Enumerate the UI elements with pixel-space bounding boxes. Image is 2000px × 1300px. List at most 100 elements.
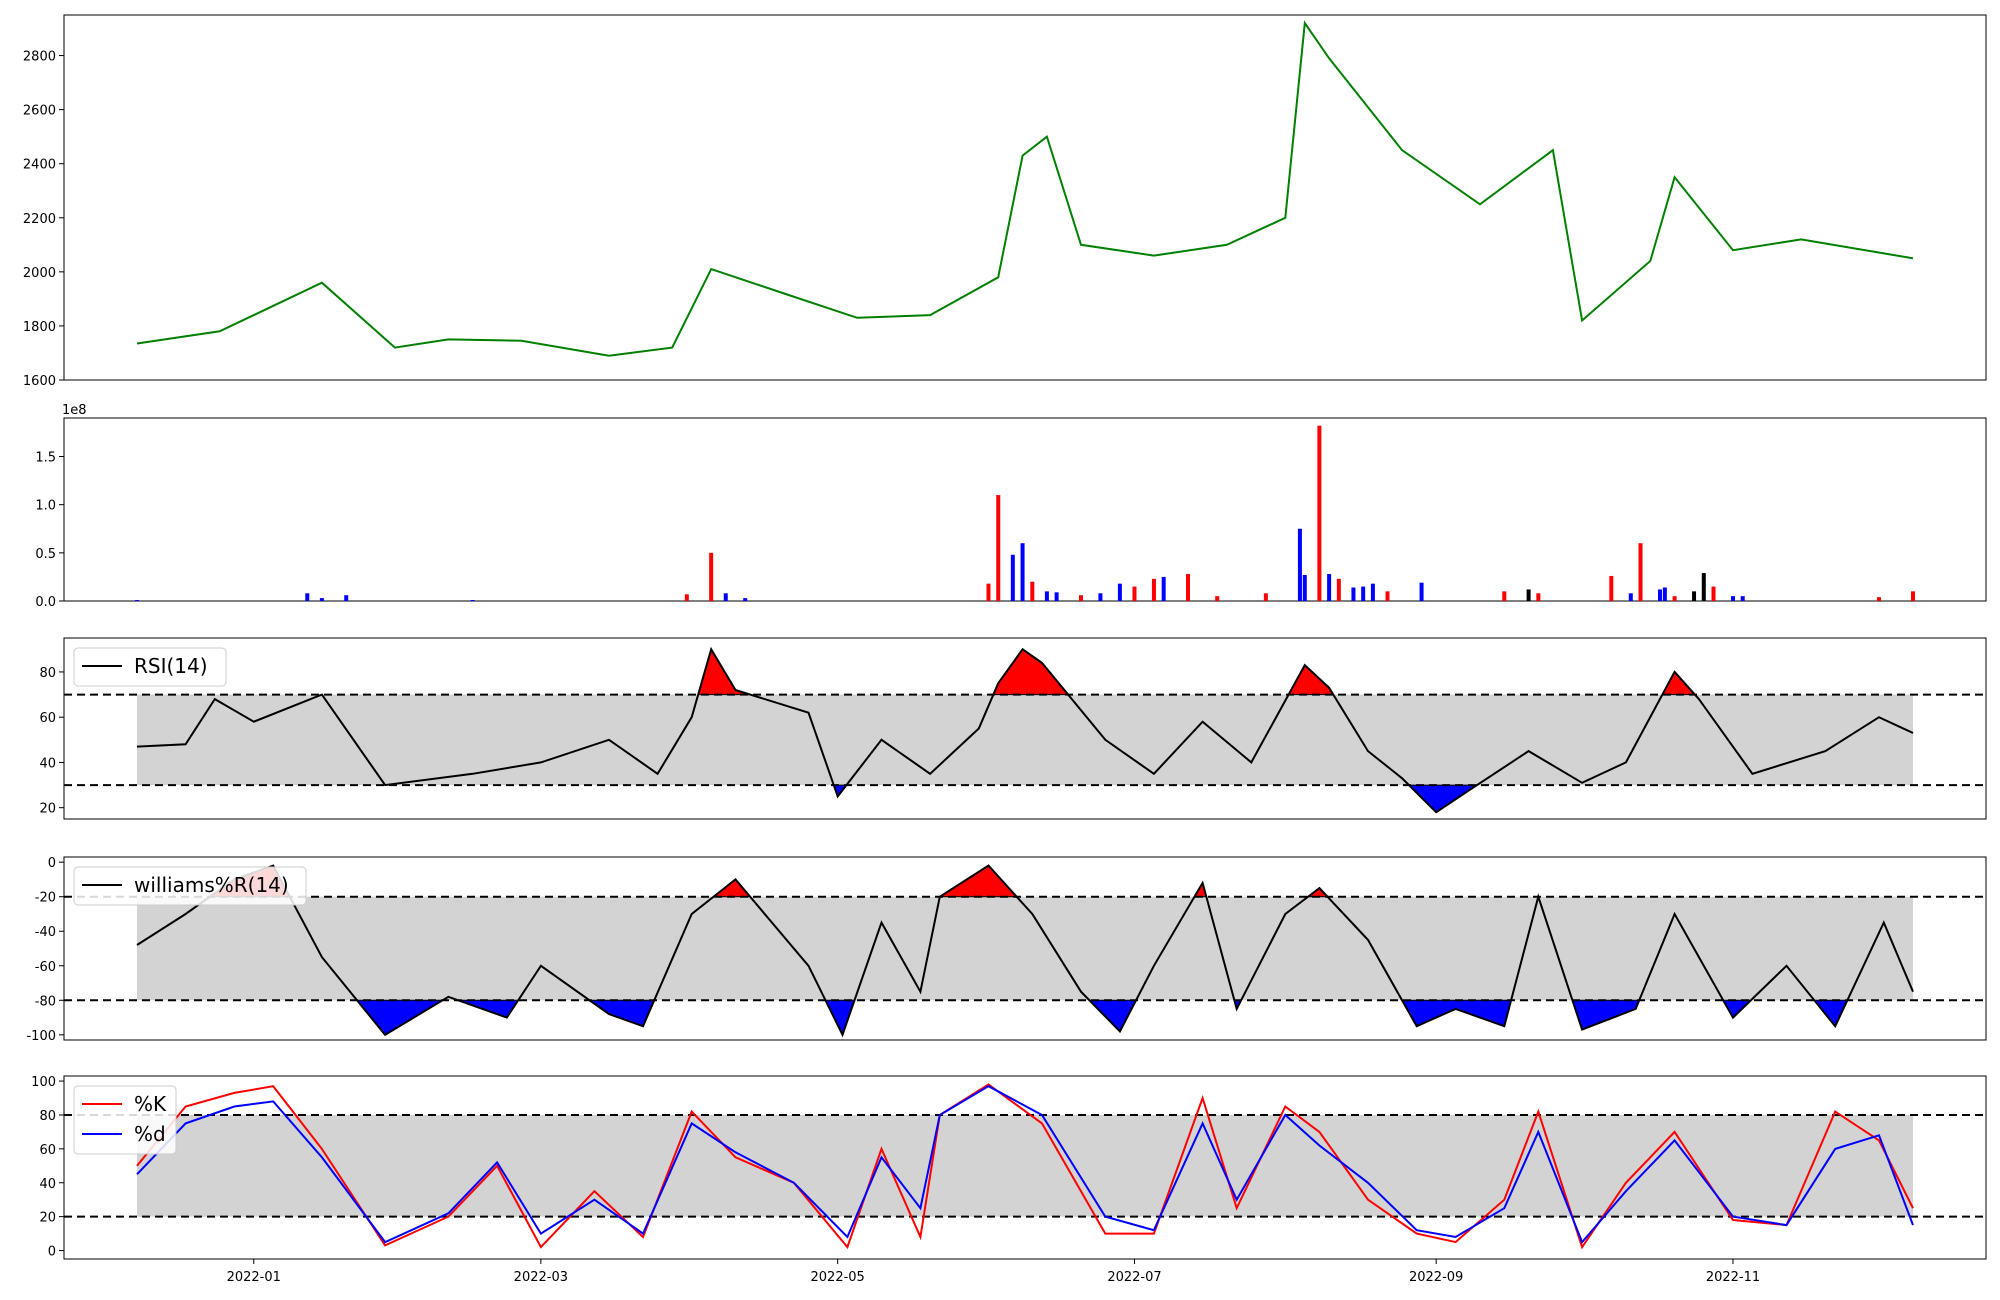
volume-bar: [1161, 576, 1166, 601]
volume-bar: [1609, 575, 1614, 601]
legend-box: [73, 866, 307, 906]
neutral-band: [136, 896, 1914, 1001]
volume-bar: [1502, 591, 1507, 601]
volume-bar: [1740, 596, 1745, 601]
y-tick-label: 40: [39, 756, 56, 771]
y-tick-label: 20: [39, 802, 56, 817]
volume-bar: [1351, 587, 1356, 601]
neutral-band: [136, 1114, 1914, 1217]
volume-bar: [1730, 596, 1735, 601]
volume-scale-label: 1e8: [62, 403, 87, 418]
volume-bar: [986, 583, 991, 601]
neutral-band: [136, 694, 1914, 786]
x-tick-label: 2022-09: [1409, 1270, 1463, 1285]
y-tick-label: 0: [48, 856, 56, 871]
rsi-panel: 20 40 60 80 RSI(14): [39, 637, 1987, 820]
y-tick-label: -40: [35, 925, 56, 940]
y-tick-label: 2400: [23, 158, 56, 173]
y-tick-label: 0.0: [35, 595, 56, 610]
x-tick-label: 2022-01: [227, 1270, 281, 1285]
volume-bar: [1876, 597, 1881, 601]
y-tick-label: -100: [26, 1029, 56, 1044]
y-tick-label: 0.5: [35, 547, 56, 562]
volume-bar: [1336, 578, 1341, 601]
volume-bar: [1054, 592, 1059, 601]
volume-bar: [1701, 573, 1706, 601]
legend-label: %d: [134, 1122, 166, 1146]
volume-bar: [1098, 593, 1103, 601]
volume-bar: [996, 495, 1001, 601]
volume-bar: [1010, 554, 1015, 601]
stochastic-panel: 0 20 40 60 80 100 %K %d: [31, 1075, 1987, 1260]
stoch-k-line: [136, 1083, 1914, 1250]
volume-bar: [1132, 586, 1137, 601]
volume-bar: [1657, 589, 1662, 601]
y-tick-label: 100: [31, 1075, 56, 1090]
volume-bar: [1078, 595, 1083, 601]
volume-bar: [1638, 543, 1643, 601]
volume-bar: [1297, 528, 1302, 601]
axes-frame: [63, 856, 1987, 1041]
volume-bar: [1117, 583, 1122, 601]
axes-frame: [63, 1075, 1987, 1260]
williams-r-panel: 0 -20 -40 -60 -80 -100 williams%R(14): [26, 856, 1987, 1044]
overbought-fill: [938, 864, 1018, 898]
y-tick-label: 80: [39, 666, 56, 681]
volume-bar: [1628, 593, 1633, 601]
volume-bar: [1672, 596, 1677, 601]
y-tick-label: 60: [39, 711, 56, 726]
x-tick-label: 2022-11: [1706, 1270, 1760, 1285]
x-tick-label: 2022-07: [1107, 1270, 1161, 1285]
volume-bar: [1215, 596, 1220, 601]
x-tick-label: 2022-03: [514, 1270, 568, 1285]
x-tick-label: 2022-05: [811, 1270, 865, 1285]
volume-bar: [1536, 593, 1541, 601]
y-tick-label: 1600: [23, 374, 56, 389]
y-tick-label: 2800: [23, 50, 56, 65]
axes-frame: [63, 637, 1987, 820]
y-tick-label: 60: [39, 1143, 56, 1158]
oversold-fill: [1571, 999, 1640, 1031]
legend-label: RSI(14): [134, 654, 208, 678]
williams-r-line: [136, 864, 1914, 1038]
volume-bar: [1911, 591, 1916, 601]
x-axis: 2022-01 2022-03 2022-05 2022-07 2022-09 2022-…: [227, 1259, 1760, 1285]
legend-label: williams%R(14): [134, 873, 289, 897]
volume-bar: [1044, 591, 1049, 601]
volume-bar: [319, 598, 324, 601]
y-tick-label: 2200: [23, 212, 56, 227]
y-tick-label: 2000: [23, 266, 56, 281]
y-tick-label: 1.0: [35, 499, 56, 514]
y-tick-label: -20: [35, 891, 56, 906]
volume-bar: [1263, 593, 1268, 601]
volume-bar: [1327, 574, 1332, 601]
volume-bar: [134, 600, 139, 601]
volume-bar: [1526, 589, 1531, 601]
volume-bar: [1186, 574, 1191, 601]
volume-bar: [305, 593, 310, 601]
volume-bar: [1302, 574, 1307, 601]
volume-bar: [684, 594, 689, 601]
volume-bar: [1385, 591, 1390, 601]
y-tick-label: 1.5: [35, 451, 56, 466]
volume-bar: [1662, 587, 1667, 601]
y-tick-label: -80: [35, 994, 56, 1009]
volume-bar: [1030, 581, 1035, 601]
volume-bar: [344, 595, 349, 601]
volume-bar: [1361, 586, 1366, 601]
volume-bar: [1370, 583, 1375, 601]
y-tick-label: 1800: [23, 320, 56, 335]
volume-bar: [709, 552, 714, 601]
rsi-line: [136, 646, 1914, 814]
y-tick-label: 2600: [23, 104, 56, 119]
stoch-d-line: [136, 1085, 1914, 1245]
volume-bar: [1317, 425, 1322, 601]
y-tick-label: 20: [39, 1211, 56, 1226]
volume-bar: [1419, 582, 1424, 601]
volume-panel: 1e8 0.0 0.5 1.0 1.5: [35, 403, 1987, 610]
y-tick-label: 80: [39, 1109, 56, 1124]
legend-label: %K: [134, 1092, 167, 1116]
price-line: [136, 20, 1914, 357]
volume-bar: [470, 600, 475, 601]
